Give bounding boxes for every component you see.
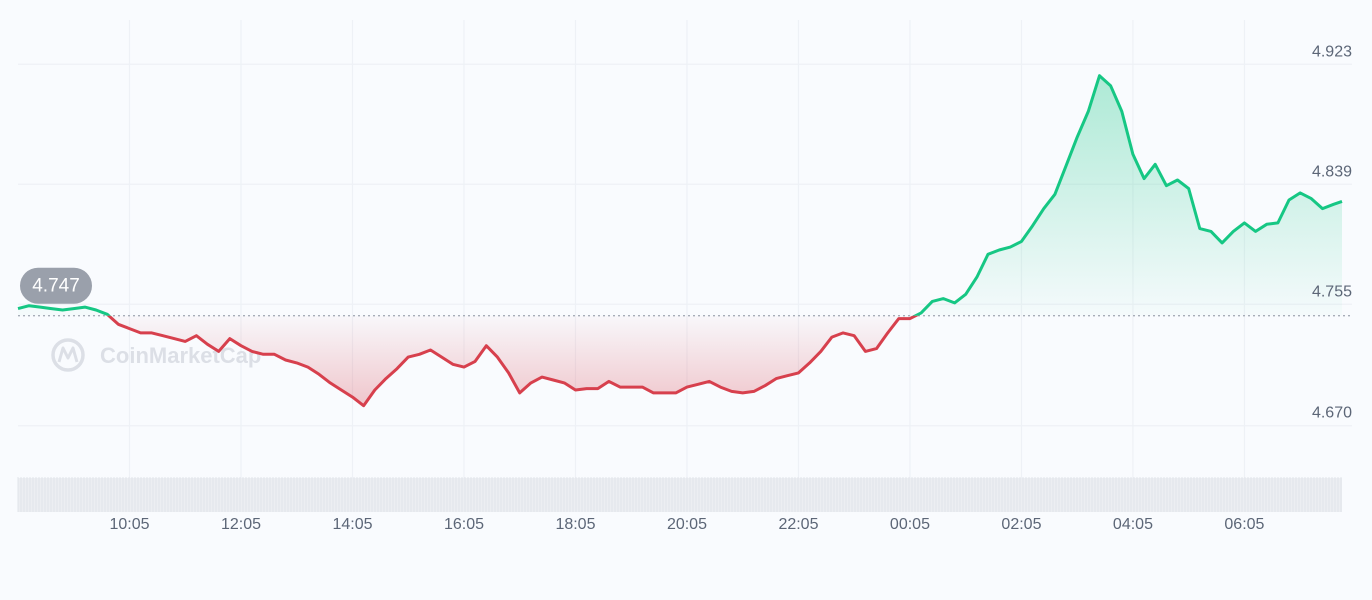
x-tick-label: 20:05: [667, 516, 707, 533]
watermark-text: CoinMarketCap: [100, 343, 261, 368]
y-tick-label: 4.670: [1312, 405, 1352, 422]
baseline-badge-label: 4.747: [32, 276, 80, 297]
x-tick-label: 12:05: [221, 516, 261, 533]
baseline-price-badge: 4.747: [20, 267, 92, 304]
price-line-up: [17, 74, 1343, 316]
watermark-logo-icon: [51, 338, 85, 372]
x-axis: 10:05 12:05 14:05 16:05 18:05 20:05 22:05 00:05…: [109, 516, 1264, 533]
volume-bars: [17, 477, 1342, 512]
x-tick-label: 06:05: [1224, 516, 1264, 533]
x-tick-label: 04:05: [1113, 516, 1153, 533]
y-tick-label: 4.755: [1312, 283, 1352, 300]
baseline-badge-background: [20, 267, 92, 304]
x-tick-label: 18:05: [555, 516, 595, 533]
watermark-logo-mark: [57, 346, 79, 363]
x-tick-label: 22:05: [778, 516, 818, 533]
x-tick-label: 10:05: [109, 516, 149, 533]
x-tick-label: 14:05: [332, 516, 372, 533]
watermark: CoinMarketCap: [51, 338, 261, 372]
y-tick-label: 4.923: [1312, 43, 1352, 60]
y-axis: 4.923 4.839 4.755 4.670: [1312, 43, 1352, 421]
price-line: [17, 74, 1343, 408]
area-above-baseline: [18, 75, 1342, 316]
volume-strip: [18, 478, 1342, 512]
x-tick-label: 02:05: [1001, 516, 1041, 533]
price-line-down: [106, 315, 919, 408]
x-tick-label: 16:05: [444, 516, 484, 533]
x-tick-label: 00:05: [890, 516, 930, 533]
y-tick-label: 4.839: [1312, 163, 1352, 180]
